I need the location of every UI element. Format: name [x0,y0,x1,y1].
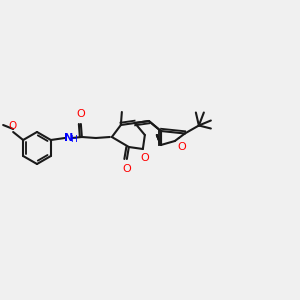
Text: O: O [122,164,131,174]
Text: H: H [70,136,77,145]
Text: O: O [76,109,85,119]
Text: O: O [178,142,186,152]
Text: O: O [8,121,16,131]
Text: N: N [64,133,74,143]
Text: O: O [140,153,149,163]
